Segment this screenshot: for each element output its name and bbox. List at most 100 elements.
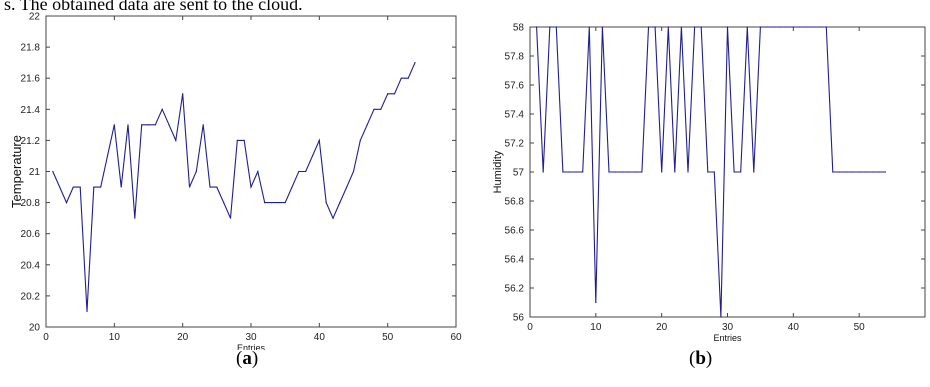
caption-text: s. The obtained data are sent to the clo… xyxy=(4,0,303,14)
y-tick-label: 21.4 xyxy=(21,105,41,116)
series-line-0 xyxy=(536,26,886,318)
y-tick-label: 20.6 xyxy=(21,229,41,240)
data-point xyxy=(588,26,590,28)
data-point xyxy=(878,171,880,173)
data-point xyxy=(168,124,170,126)
x-tick-label: 10 xyxy=(590,322,602,333)
data-point xyxy=(825,26,827,28)
data-point xyxy=(373,108,375,110)
y-tick-label: 56.6 xyxy=(505,226,525,237)
y-tick-label: 57.8 xyxy=(505,52,525,63)
data-point xyxy=(298,170,300,173)
data-point xyxy=(229,217,232,219)
data-point xyxy=(575,171,577,173)
data-point xyxy=(562,171,564,173)
data-point xyxy=(884,171,887,173)
data-point xyxy=(79,186,81,188)
data-point xyxy=(120,186,122,188)
data-point xyxy=(147,124,150,126)
y-tick-label: 56 xyxy=(513,313,525,324)
x-tick-label: 30 xyxy=(722,322,734,333)
data-point xyxy=(779,26,781,28)
y-axis-title: Humidity xyxy=(492,150,504,193)
data-point xyxy=(661,171,663,173)
data-point xyxy=(93,186,95,188)
x-tick-label: 40 xyxy=(314,332,326,343)
data-point xyxy=(805,26,808,28)
data-point xyxy=(792,26,794,28)
y-tick-label: 56.8 xyxy=(505,197,525,208)
data-point xyxy=(195,170,197,173)
x-tick-label: 20 xyxy=(177,332,189,343)
data-point xyxy=(634,171,636,173)
data-point xyxy=(141,124,143,126)
data-point xyxy=(86,310,88,313)
data-point xyxy=(154,124,156,126)
data-point xyxy=(366,124,368,126)
data-point xyxy=(223,202,225,204)
data-point xyxy=(270,202,273,204)
data-point xyxy=(291,186,293,188)
data-point xyxy=(871,171,873,173)
data-point xyxy=(106,155,109,157)
data-point xyxy=(277,202,279,204)
data-point xyxy=(654,26,656,28)
data-point xyxy=(250,186,252,188)
x-axis-title: Entries xyxy=(713,333,742,343)
data-point xyxy=(819,26,821,28)
data-point xyxy=(127,124,129,126)
data-point xyxy=(175,139,177,141)
data-point xyxy=(759,26,762,28)
data-point xyxy=(400,77,402,79)
y-tick-label: 58 xyxy=(513,23,525,34)
data-point xyxy=(236,139,238,141)
data-point xyxy=(799,26,801,28)
data-point xyxy=(614,171,617,173)
data-point xyxy=(359,139,361,141)
data-point xyxy=(628,171,630,173)
data-point xyxy=(535,26,538,28)
y-tick-label: 57.4 xyxy=(505,110,525,121)
y-tick-label: 20.8 xyxy=(21,198,41,209)
data-point xyxy=(740,171,742,173)
data-point xyxy=(680,26,683,28)
data-point xyxy=(568,171,571,173)
data-point xyxy=(700,26,702,28)
data-point xyxy=(647,26,650,28)
data-point xyxy=(845,171,847,173)
data-point xyxy=(726,26,729,28)
data-point xyxy=(134,217,136,219)
data-point xyxy=(582,171,584,173)
data-point xyxy=(707,171,709,173)
x-tick-label: 0 xyxy=(43,332,49,343)
data-point xyxy=(339,202,341,204)
data-point xyxy=(641,171,643,173)
y-tick-label: 57 xyxy=(513,168,525,179)
data-point xyxy=(52,170,54,173)
data-point xyxy=(100,186,102,188)
data-point xyxy=(209,186,211,188)
data-point xyxy=(667,26,669,28)
data-point xyxy=(264,202,266,204)
data-point xyxy=(65,202,68,204)
data-point xyxy=(414,62,416,64)
series-line-0 xyxy=(52,62,416,312)
y-tick-label: 56.2 xyxy=(505,284,525,295)
data-point xyxy=(325,202,327,204)
x-tick-label: 40 xyxy=(788,322,800,333)
data-point xyxy=(858,171,860,173)
data-point xyxy=(332,217,334,219)
data-point xyxy=(720,316,722,318)
y-tick-label: 21.2 xyxy=(21,136,41,147)
y-tick-label: 21 xyxy=(29,167,41,178)
data-point xyxy=(202,124,204,126)
x-tick-label: 20 xyxy=(656,322,668,333)
x-axis-title: Entries xyxy=(237,343,266,350)
data-point xyxy=(407,77,409,79)
data-point xyxy=(216,186,218,188)
data-point xyxy=(687,171,689,173)
data-point xyxy=(772,26,775,28)
data-point xyxy=(621,171,623,173)
y-axis-title: Temperature xyxy=(9,135,24,208)
data-point xyxy=(352,170,355,173)
